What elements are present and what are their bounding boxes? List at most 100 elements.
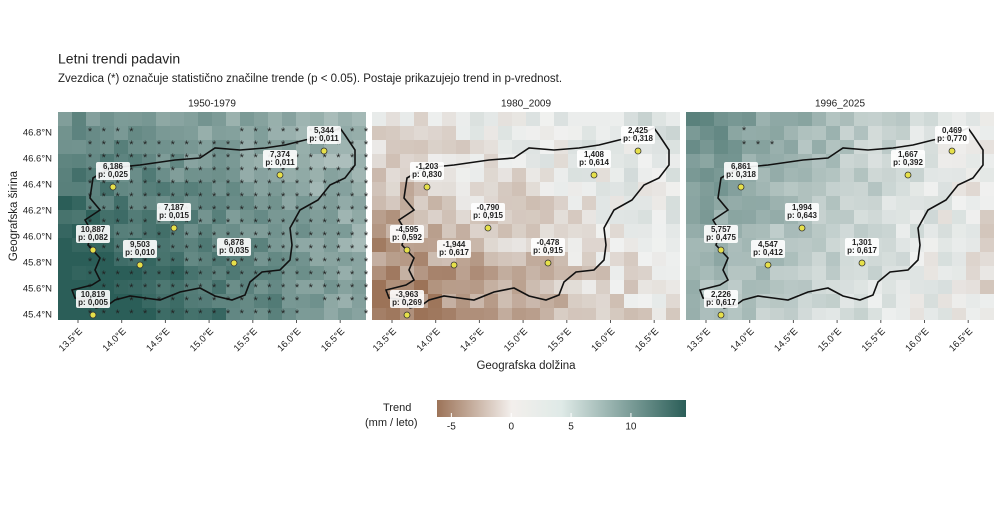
significance-star: * [184,230,189,242]
station-dot [109,183,117,191]
significance-star: * [115,282,120,294]
raster-cell [910,126,924,140]
raster-cell [652,168,666,182]
station-trend: 1,994 [792,203,813,212]
raster-cell [414,308,428,320]
raster-cell [414,210,428,224]
raster-cell [198,224,212,238]
raster-cell [156,224,170,238]
raster-cell [296,252,310,266]
raster-cell [372,252,386,266]
raster-cell [128,224,142,238]
raster-cell [114,126,128,140]
raster-cell [114,112,128,126]
raster-cell [854,112,868,126]
x-axis-label: Geografska dolžina [476,360,576,372]
station-p-value: p: 0,915 [473,211,503,220]
raster-cell [100,140,114,154]
station-dot [484,224,492,232]
significance-star: * [171,139,176,151]
raster-cell [456,168,470,182]
raster-cell [156,140,170,154]
raster-cell [254,126,268,140]
raster-cell [610,140,624,154]
significance-star: * [115,308,120,320]
raster-cell [798,182,812,196]
significance-star: * [157,139,162,151]
significance-star: * [267,191,272,203]
raster-cell [456,196,470,210]
raster-cell [324,210,338,224]
raster-cell [610,280,624,294]
raster-cell [938,280,952,294]
raster-cell [456,140,470,154]
raster-cell [372,224,386,238]
raster-cell [296,182,310,196]
raster-cell [952,238,966,252]
significance-star: * [350,282,355,294]
raster-cell [952,196,966,210]
significance-star: * [364,178,369,190]
raster-cell [568,182,582,196]
raster-cell [352,168,366,182]
raster-cell [652,294,666,308]
raster-cell [58,294,72,308]
raster-cell [784,224,798,238]
y-tick-label: 46.4°N [23,180,52,191]
raster-cell [596,210,610,224]
raster-cell [826,238,840,252]
raster-cell [666,196,680,210]
raster-cell [854,182,868,196]
raster-cell [282,196,296,210]
significance-star: * [253,269,258,281]
raster-cell [798,140,812,154]
significance-star: * [240,217,245,229]
raster-cell [742,210,756,224]
significance-star: * [309,191,314,203]
raster-cell [868,280,882,294]
raster-cell [484,182,498,196]
significance-star: * [295,282,300,294]
significance-star: * [171,243,176,255]
station-dot [798,224,806,232]
raster-cell [268,280,282,294]
raster-cell [896,182,910,196]
significance-star: * [115,191,120,203]
raster-cell [540,308,554,320]
raster-cell [372,238,386,252]
raster-cell [142,126,156,140]
raster-cell [924,112,938,126]
significance-star: * [267,256,272,268]
significance-star: * [309,269,314,281]
raster-cell [282,126,296,140]
raster-cell [868,266,882,280]
significance-star: * [295,178,300,190]
raster-cell [700,112,714,126]
significance-star: * [240,295,245,307]
raster-cell [310,196,324,210]
raster-cell [742,294,756,308]
significance-star: * [88,126,93,138]
raster-cell [512,280,526,294]
raster-cell [896,238,910,252]
raster-cell [610,224,624,238]
significance-star: * [267,308,272,320]
raster-cell [624,168,638,182]
raster-cell [156,182,170,196]
raster-cell [756,280,770,294]
raster-cell [456,280,470,294]
raster-cell [652,196,666,210]
station-dot [858,259,866,267]
raster-cell [568,112,582,126]
raster-cell [198,168,212,182]
raster-cell [980,308,994,320]
raster-cell [170,126,184,140]
significance-star: * [143,308,148,320]
station-trend: 1,667 [898,150,919,159]
significance-star: * [322,139,327,151]
raster-cell [212,126,226,140]
significance-star: * [129,191,134,203]
raster-cell [638,182,652,196]
raster-cell [72,210,86,224]
significance-star: * [295,204,300,216]
